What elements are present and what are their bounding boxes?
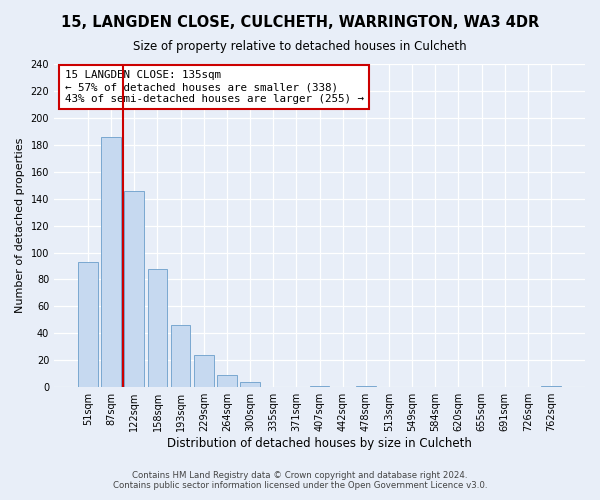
Bar bbox=[101, 136, 121, 387]
Y-axis label: Number of detached properties: Number of detached properties bbox=[15, 138, 25, 314]
Bar bbox=[217, 375, 237, 387]
Text: 15 LANGDEN CLOSE: 135sqm
← 57% of detached houses are smaller (338)
43% of semi-: 15 LANGDEN CLOSE: 135sqm ← 57% of detach… bbox=[65, 70, 364, 104]
Text: Contains HM Land Registry data © Crown copyright and database right 2024.
Contai: Contains HM Land Registry data © Crown c… bbox=[113, 470, 487, 490]
Text: 15, LANGDEN CLOSE, CULCHETH, WARRINGTON, WA3 4DR: 15, LANGDEN CLOSE, CULCHETH, WARRINGTON,… bbox=[61, 15, 539, 30]
Bar bbox=[171, 326, 190, 387]
Bar bbox=[148, 268, 167, 387]
Bar bbox=[78, 262, 98, 387]
Text: Size of property relative to detached houses in Culcheth: Size of property relative to detached ho… bbox=[133, 40, 467, 53]
X-axis label: Distribution of detached houses by size in Culcheth: Distribution of detached houses by size … bbox=[167, 437, 472, 450]
Bar bbox=[240, 382, 260, 387]
Bar bbox=[356, 386, 376, 387]
Bar bbox=[541, 386, 561, 387]
Bar bbox=[124, 190, 144, 387]
Bar bbox=[194, 355, 214, 387]
Bar bbox=[310, 386, 329, 387]
